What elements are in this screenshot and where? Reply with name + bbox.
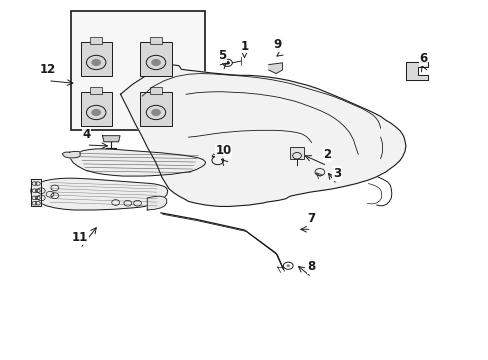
Polygon shape — [30, 178, 167, 210]
Bar — [90, 87, 102, 94]
Circle shape — [151, 109, 161, 116]
Polygon shape — [268, 63, 282, 73]
Text: 12: 12 — [40, 63, 56, 76]
Text: 11: 11 — [72, 231, 88, 244]
Polygon shape — [102, 136, 120, 142]
Circle shape — [151, 59, 161, 66]
FancyBboxPatch shape — [140, 42, 171, 76]
Circle shape — [224, 61, 229, 64]
Text: 3: 3 — [332, 167, 340, 180]
Text: 1: 1 — [240, 40, 248, 53]
Text: 4: 4 — [82, 128, 90, 141]
Text: 10: 10 — [215, 144, 231, 157]
Text: 5: 5 — [218, 49, 226, 62]
FancyBboxPatch shape — [81, 42, 112, 76]
Bar — [71, 12, 204, 130]
Polygon shape — [62, 152, 80, 158]
FancyBboxPatch shape — [81, 92, 112, 126]
FancyBboxPatch shape — [289, 147, 304, 159]
Polygon shape — [120, 65, 405, 206]
Bar — [150, 37, 162, 44]
Text: 6: 6 — [418, 52, 427, 65]
Text: 9: 9 — [273, 39, 281, 51]
Text: 2: 2 — [323, 148, 330, 162]
FancyBboxPatch shape — [140, 92, 171, 126]
Circle shape — [286, 264, 289, 267]
Bar — [90, 37, 102, 44]
Text: 8: 8 — [307, 260, 315, 273]
Polygon shape — [69, 149, 205, 176]
Text: 7: 7 — [307, 212, 315, 225]
Circle shape — [91, 59, 101, 66]
Circle shape — [91, 109, 101, 116]
Bar — [150, 87, 162, 94]
Polygon shape — [405, 62, 427, 80]
Polygon shape — [147, 196, 166, 210]
Polygon shape — [30, 179, 41, 206]
